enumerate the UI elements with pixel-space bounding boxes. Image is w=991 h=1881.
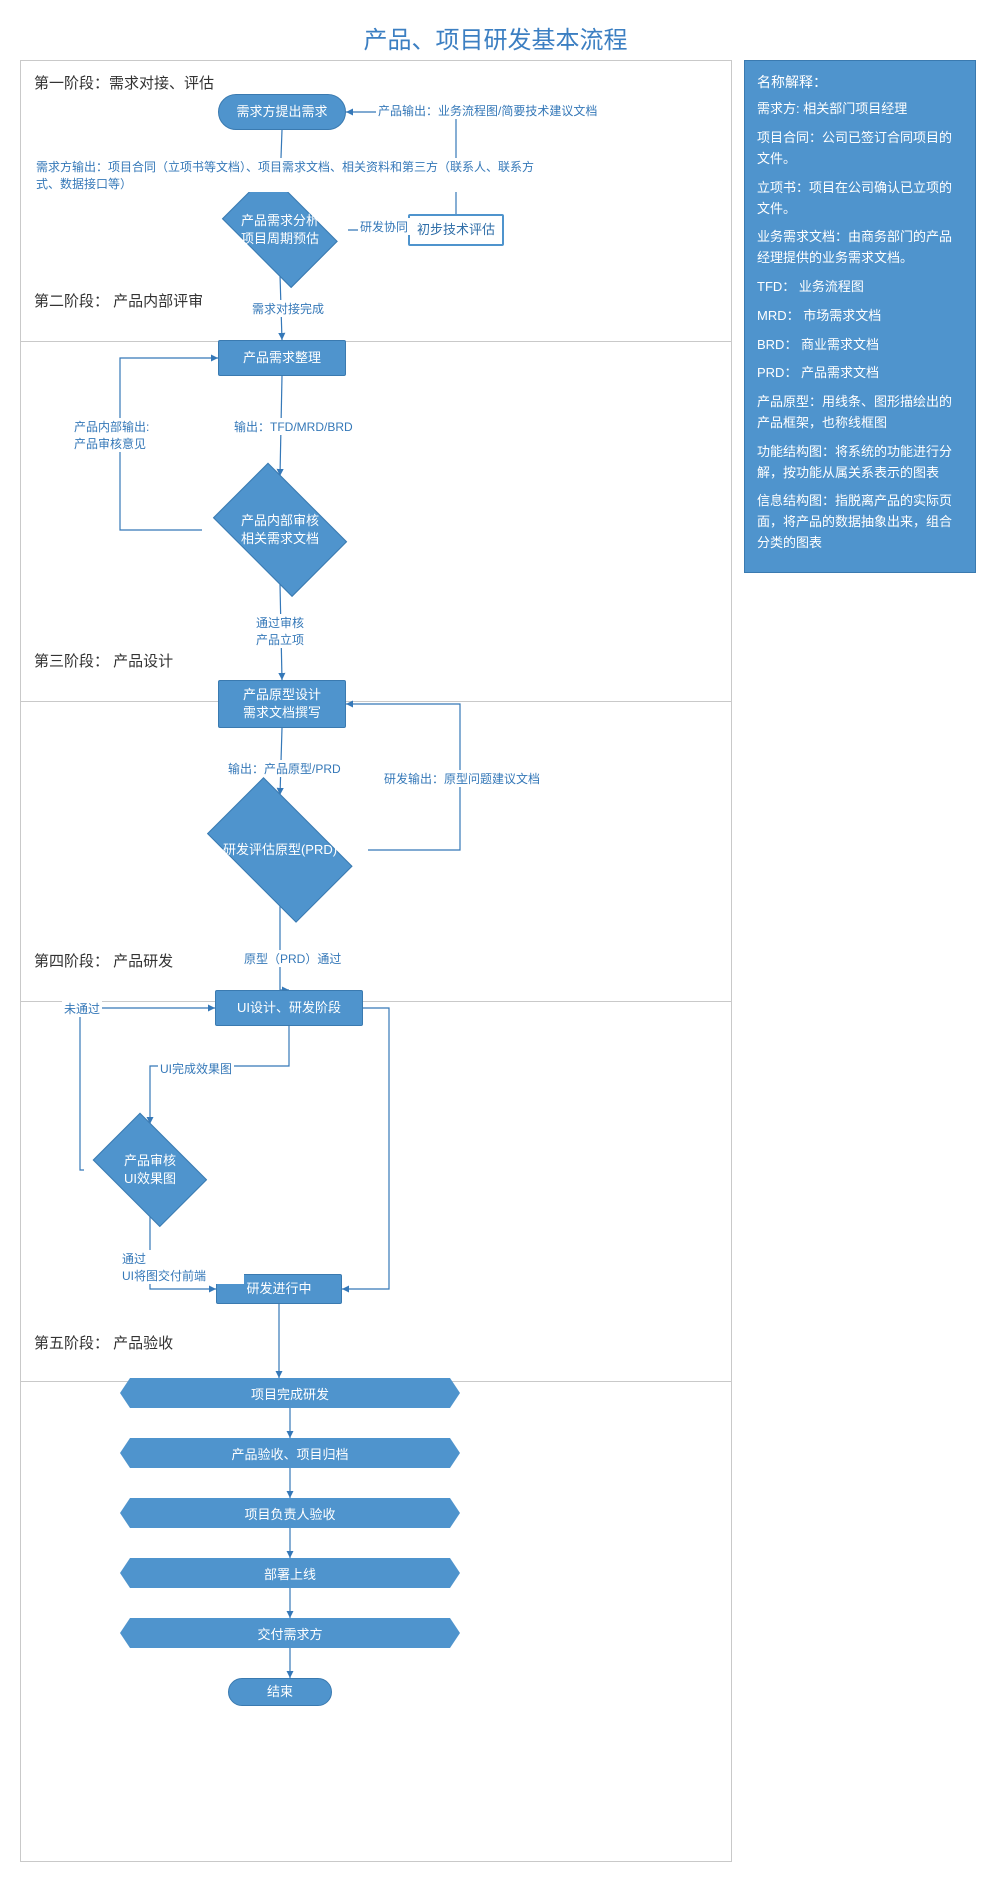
legend-panel: 名称解释： 需求方: 相关部门项目经理项目合同：公司已签订合同项目的文件。立项书：…	[744, 60, 976, 573]
legend-item: 功能结构图：将系统的功能进行分解，按功能从属关系表示的图表	[757, 442, 963, 484]
legend-item: TFD： 业务流程图	[757, 277, 963, 298]
node-n4: 产品需求整理	[218, 340, 346, 376]
legend-item: PRD： 产品需求文档	[757, 363, 963, 384]
node-n1: 需求方提出需求	[218, 94, 346, 130]
node-label: 研发评估原型(PRD)	[192, 795, 368, 905]
node-label: 研发进行中	[246, 1280, 311, 1298]
node-s1: 项目完成研发	[120, 1378, 460, 1408]
edge-label: 输出：TFD/MRD/BRD	[232, 418, 355, 435]
legend-item: MRD： 市场需求文档	[757, 306, 963, 327]
node-s4: 部署上线	[120, 1558, 460, 1588]
legend-item: 信息结构图：指脱离产品的实际页面，将产品的数据抽象出来，组合分类的图表	[757, 491, 963, 553]
legend-item: 项目合同：公司已签订合同项目的文件。	[757, 128, 963, 170]
node-label: 产品内部审核相关需求文档	[202, 476, 358, 584]
edge-label: 通过UI将图交付前端	[120, 1250, 244, 1284]
node-s6: 结束	[228, 1678, 332, 1706]
phase-divider	[21, 701, 731, 702]
phase-title: 第四阶段： 产品研发	[34, 950, 173, 971]
legend-item: 需求方: 相关部门项目经理	[757, 99, 963, 120]
node-n8: UI设计、研发阶段	[215, 990, 363, 1026]
node-label: 产品原型设计需求文档撰写	[243, 686, 321, 722]
edge-label: UI完成效果图	[158, 1060, 234, 1077]
legend-item: BRD： 商业需求文档	[757, 335, 963, 356]
edge-label: 研发输出：原型问题建议文档	[382, 770, 542, 787]
node-label: 初步技术评估	[417, 221, 495, 239]
legend-item: 立项书：项目在公司确认已立项的文件。	[757, 178, 963, 220]
node-label: 需求方提出需求	[236, 103, 327, 121]
node-n9: 产品审核UI效果图	[84, 1124, 216, 1216]
edge-label: 输出：产品原型/PRD	[226, 760, 343, 777]
edge-label: 需求对接完成	[250, 300, 326, 317]
phase-title: 第二阶段： 产品内部评审	[34, 290, 203, 311]
edge-label: 原型（PRD）通过	[242, 950, 343, 967]
node-label: 结束	[267, 1683, 293, 1701]
edge-label: 研发协同	[358, 218, 410, 235]
phase-title: 第一阶段：需求对接、评估	[34, 72, 214, 93]
node-s3: 项目负责人验收	[120, 1498, 460, 1528]
phase-divider	[21, 341, 731, 342]
node-label: 产品需求整理	[243, 349, 321, 367]
node-n3: 初步技术评估	[408, 214, 504, 246]
edge-label: 产品内部输出:产品审核意见	[72, 418, 186, 452]
node-label: 产品需求分析项目周期预估	[212, 185, 348, 275]
legend-item: 业务需求文档：由商务部门的产品经理提供的业务需求文档。	[757, 227, 963, 269]
phase-divider	[21, 1001, 731, 1002]
edge-label: 需求方输出：项目合同（立项书等文档）、项目需求文档、相关资料和第三方（联系人、联…	[34, 158, 558, 192]
node-n5: 产品内部审核相关需求文档	[202, 476, 358, 584]
node-label: 产品审核UI效果图	[84, 1124, 216, 1216]
phase-title: 第五阶段： 产品验收	[34, 1332, 173, 1353]
legend-title: 名称解释：	[757, 71, 963, 93]
node-label: UI设计、研发阶段	[237, 999, 341, 1017]
page-title: 产品、项目研发基本流程	[0, 20, 991, 55]
node-s2: 产品验收、项目归档	[120, 1438, 460, 1468]
legend-item: 产品原型：用线条、图形描绘出的产品框架，也称线框图	[757, 392, 963, 434]
edge-label: 通过审核产品立项	[254, 614, 338, 648]
node-n2: 产品需求分析项目周期预估	[212, 185, 348, 275]
node-n6: 产品原型设计需求文档撰写	[218, 680, 346, 728]
node-s5: 交付需求方	[120, 1618, 460, 1648]
edge-label: 未通过	[62, 1000, 102, 1017]
phase-title: 第三阶段： 产品设计	[34, 650, 173, 671]
edge-label: 产品输出：业务流程图/简要技术建议文档	[376, 102, 599, 119]
node-n7: 研发评估原型(PRD)	[192, 795, 368, 905]
